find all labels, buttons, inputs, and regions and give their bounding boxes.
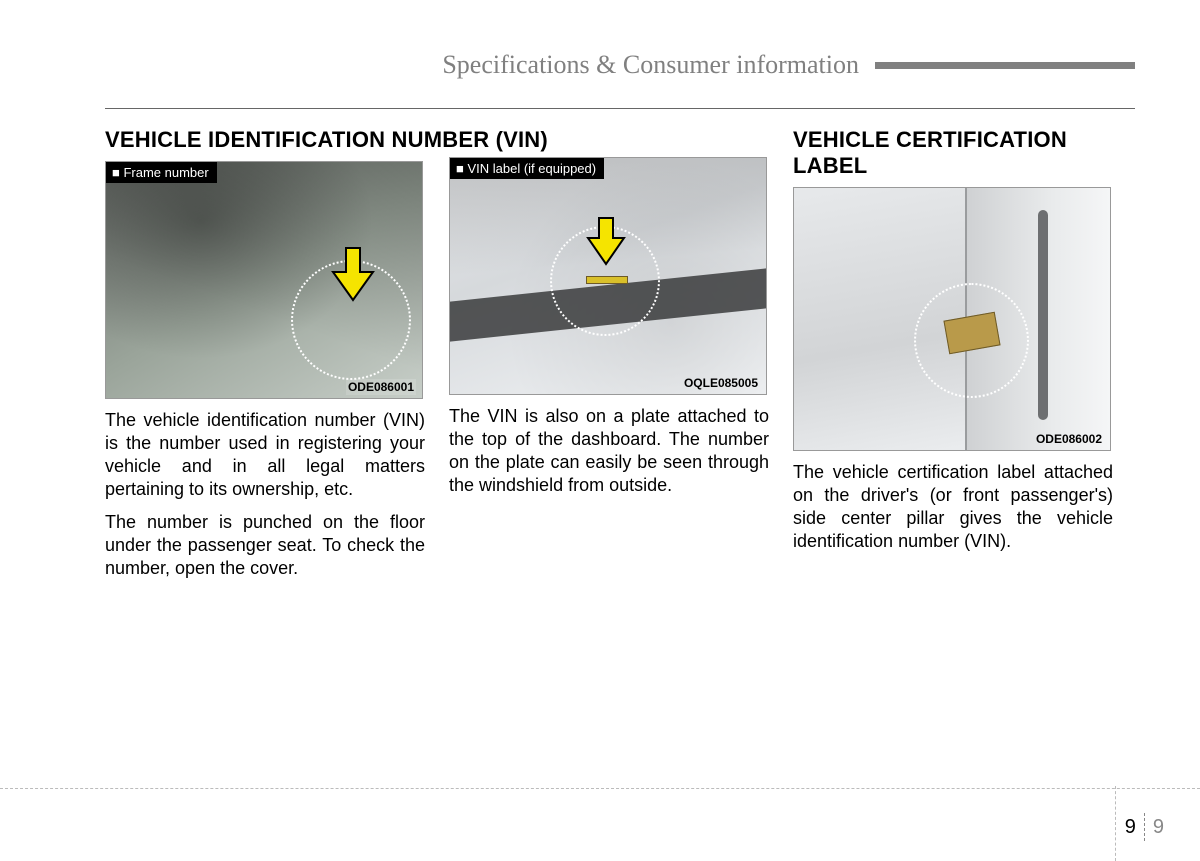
page-number-value: 9 xyxy=(1153,816,1164,839)
door-hinge xyxy=(1038,210,1048,420)
column-2: ■ VIN label (if equipped) OQLE085005 The… xyxy=(449,127,769,590)
figure-tag: ■ Frame number xyxy=(106,162,217,183)
header-underline xyxy=(105,108,1135,109)
header-bar: Specifications & Consumer information xyxy=(105,50,1160,80)
crop-mark-horizontal xyxy=(0,788,1200,789)
paragraph: The VIN is also on a plate attached to t… xyxy=(449,405,769,497)
page-root: Specifications & Consumer information VE… xyxy=(0,0,1200,861)
figure-cert-label: ODE086002 xyxy=(793,187,1111,451)
vin-plate-icon xyxy=(586,276,628,284)
chapter-number: 9 xyxy=(1125,816,1136,839)
section-header-title: Specifications & Consumer information xyxy=(442,50,875,80)
figure-code: ODE086002 xyxy=(1034,431,1104,447)
heading-vin: VEHICLE IDENTIFICATION NUMBER (VIN) xyxy=(105,127,425,153)
figure-code: OQLE085005 xyxy=(682,375,760,391)
figure-vin-label: ■ VIN label (if equipped) OQLE085005 xyxy=(449,157,767,395)
crop-mark-vertical xyxy=(1115,786,1116,861)
heading-spacer xyxy=(449,127,769,157)
paragraph: The vehicle identification number (VIN) … xyxy=(105,409,425,501)
figure-frame-number: ■ Frame number ODE086001 xyxy=(105,161,423,399)
figure-code: ODE086001 xyxy=(346,379,416,395)
paragraph: The vehicle certification label attached… xyxy=(793,461,1113,553)
header-rule xyxy=(875,62,1135,69)
heading-cert: VEHICLE CERTIFICATION LABEL xyxy=(793,127,1113,179)
page-number: 9 9 xyxy=(1125,813,1164,841)
paragraph: The number is punched on the floor under… xyxy=(105,511,425,580)
figure-tag: ■ VIN label (if equipped) xyxy=(450,158,604,179)
page-number-separator xyxy=(1144,813,1145,841)
column-3: VEHICLE CERTIFICATION LABEL ODE086002 Th… xyxy=(793,127,1113,590)
column-1: VEHICLE IDENTIFICATION NUMBER (VIN) ■ Fr… xyxy=(105,127,425,590)
content-columns: VEHICLE IDENTIFICATION NUMBER (VIN) ■ Fr… xyxy=(105,127,1160,590)
